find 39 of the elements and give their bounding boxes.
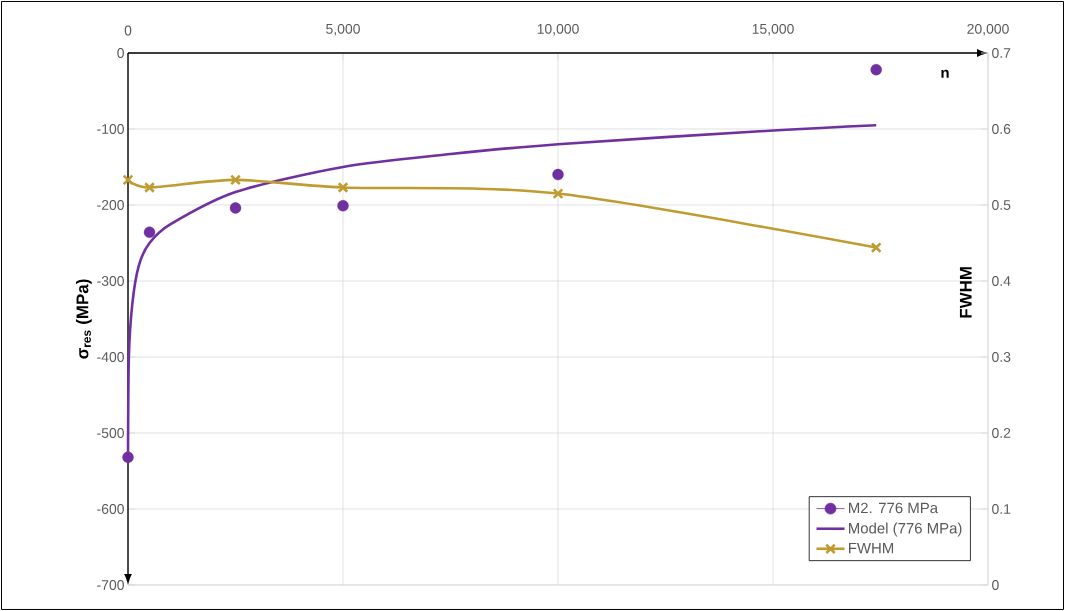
point — [337, 200, 349, 212]
x-tick-label: 15,000 — [752, 23, 794, 36]
point — [552, 188, 564, 200]
x-axis-title: n — [941, 69, 949, 78]
x-tick-label: 10,000 — [537, 23, 579, 36]
legend-label: Model (776 MPa) — [849, 522, 962, 537]
point — [143, 181, 156, 194]
y2-tick-label: 0.5 — [992, 200, 1011, 210]
legend-label: M2. 776 MPa — [849, 502, 939, 514]
y-tick-label: 0 — [117, 48, 124, 58]
y2-tick-label: 0.3 — [992, 352, 1011, 362]
y2-tick-label: 0.6 — [992, 124, 1011, 134]
y2-tick-label: 0.4 — [992, 276, 1011, 286]
y-tick-label: -400 — [97, 352, 124, 362]
y-tick-label: -500 — [97, 428, 124, 438]
y2-tick-label: 0.2 — [992, 428, 1011, 438]
y-tick-label: -300 — [97, 276, 124, 286]
y-axis-title: σ$_{res}$ (MPa) — [75, 279, 92, 359]
point — [143, 226, 156, 239]
y2-tick-label: 0.1 — [992, 504, 1011, 514]
y-tick-label: -100 — [97, 124, 124, 134]
x-tick-label: 5,000 — [326, 23, 360, 36]
point — [229, 174, 242, 186]
y-tick-label: -700 — [97, 580, 124, 590]
x-tick-label: 0 — [124, 25, 132, 36]
point — [870, 64, 882, 76]
point — [122, 451, 134, 463]
y2-axis-title: FWHM — [959, 267, 972, 318]
point — [122, 174, 134, 186]
y-tick-label: -200 — [97, 200, 124, 210]
y-tick-label: -600 — [97, 504, 124, 514]
point — [337, 181, 349, 194]
point — [870, 242, 882, 254]
legend-label: FWHM — [849, 542, 894, 554]
point — [229, 202, 242, 214]
point — [552, 168, 564, 181]
y2-tick-label: 0 — [992, 580, 999, 590]
x-tick-label: 20,000 — [967, 23, 1009, 36]
y2-tick-label: 0.7 — [992, 48, 1011, 58]
